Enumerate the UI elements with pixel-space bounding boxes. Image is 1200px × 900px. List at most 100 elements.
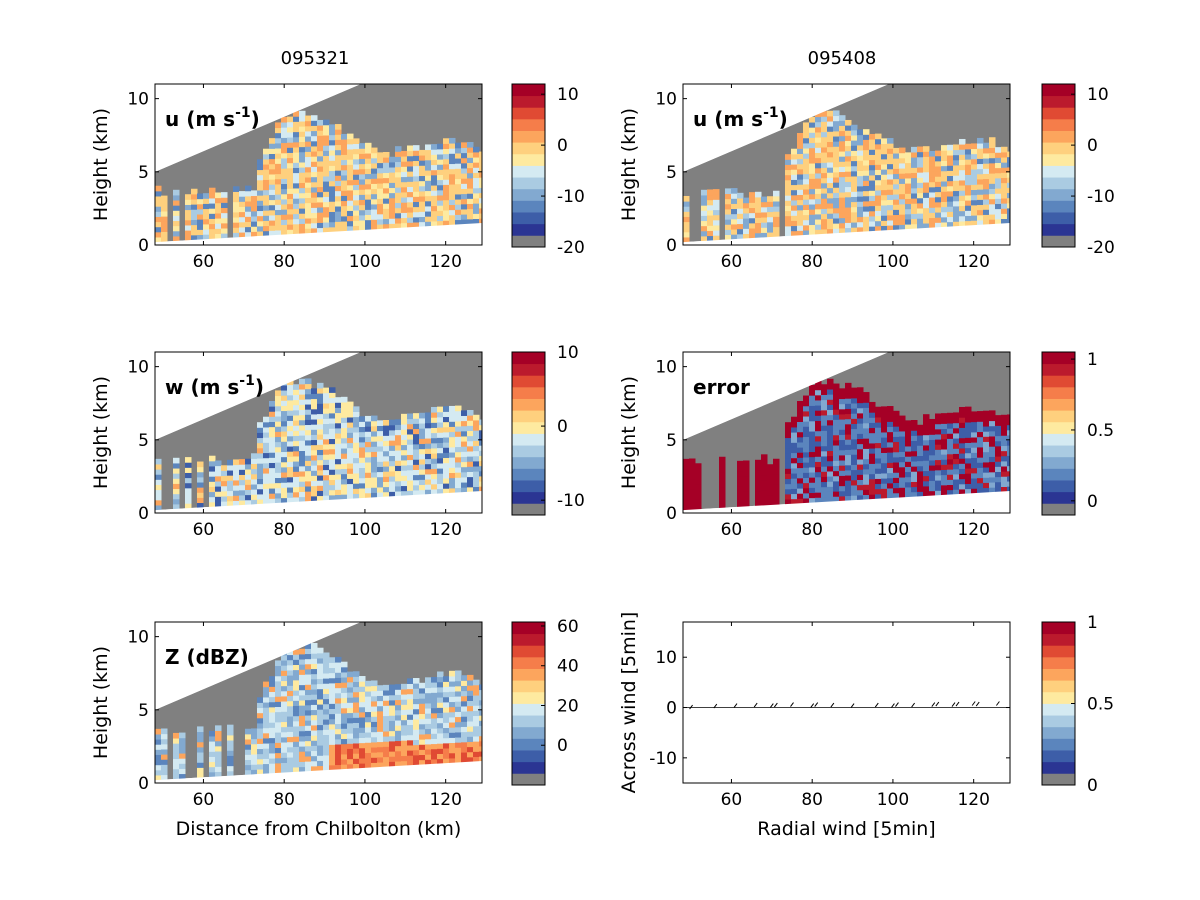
echo-cell	[821, 461, 828, 467]
echo-cell	[443, 199, 450, 206]
echo-cell	[305, 141, 312, 147]
echo-cell	[983, 477, 990, 483]
echo-cell	[197, 208, 204, 215]
echo-cell	[371, 762, 378, 769]
echo-cell	[785, 499, 792, 505]
echo-cell	[905, 471, 912, 478]
echo-cell	[359, 681, 366, 687]
echo-cell	[941, 464, 948, 470]
echo-cell	[311, 217, 318, 224]
echo-cell	[815, 430, 822, 437]
echo-cell	[455, 737, 462, 743]
echo-cell	[947, 423, 954, 429]
echo-cell	[227, 475, 234, 481]
echo-cell	[857, 206, 864, 212]
echo-cell	[287, 716, 294, 722]
echo-cell	[425, 708, 432, 714]
echo-cell	[857, 129, 864, 136]
echo-cell	[1007, 177, 1010, 183]
echo-cell	[971, 148, 978, 155]
echo-cell	[833, 455, 840, 461]
echo-cell	[365, 209, 372, 216]
echo-cell	[977, 411, 984, 417]
echo-cell	[419, 190, 426, 197]
echo-cell	[839, 403, 846, 410]
echo-cell	[299, 465, 306, 472]
echo-cell	[329, 165, 336, 172]
echo-cell	[281, 711, 288, 717]
echo-cell	[815, 152, 822, 159]
echo-cell	[317, 155, 324, 162]
echo-cell	[737, 491, 744, 498]
echo-cell	[365, 456, 372, 463]
echo-cell	[275, 421, 282, 427]
echo-cell	[467, 756, 474, 763]
echo-cell	[911, 208, 918, 214]
echo-cell	[281, 178, 288, 185]
echo-cell	[455, 431, 462, 437]
echo-cell	[917, 470, 924, 477]
echo-cell	[767, 474, 774, 481]
colorbar-tick-label: 0.5	[1087, 421, 1114, 441]
echo-cell	[269, 758, 276, 764]
echo-cell	[437, 691, 444, 698]
echo-cell	[767, 232, 774, 238]
echo-cell	[983, 426, 990, 432]
echo-cell	[479, 445, 482, 451]
echo-cell	[815, 111, 822, 118]
echo-cell	[989, 441, 996, 447]
echo-cell	[695, 463, 702, 469]
echo-cell	[377, 756, 384, 763]
echo-cell	[467, 481, 474, 488]
echo-cell	[257, 717, 264, 724]
echo-cell	[281, 701, 288, 707]
echo-cell	[383, 715, 390, 722]
echo-cell	[461, 147, 468, 154]
echo-cell	[155, 226, 162, 233]
echo-cell	[449, 214, 456, 221]
echo-cell	[857, 423, 864, 429]
echo-cell	[263, 467, 270, 474]
echo-cell	[347, 727, 354, 734]
echo-cell	[305, 207, 312, 214]
echo-cell	[233, 459, 240, 466]
echo-cell	[833, 409, 840, 415]
echo-cell	[305, 439, 312, 446]
echo-cell	[731, 234, 738, 240]
echo-cell	[263, 717, 270, 724]
echo-cell	[905, 167, 912, 174]
echo-cell	[869, 215, 876, 222]
echo-cell	[287, 213, 294, 220]
echo-cell	[311, 413, 318, 420]
echo-cell	[851, 397, 858, 404]
echo-cell	[395, 202, 402, 209]
echo-cell	[461, 193, 468, 200]
echo-cell	[755, 470, 762, 476]
echo-cell	[431, 483, 438, 490]
echo-cell	[161, 748, 168, 755]
echo-cell	[329, 211, 336, 218]
echo-cell	[407, 719, 414, 725]
echo-cell	[269, 686, 276, 692]
echo-cell	[293, 435, 300, 442]
echo-cell	[197, 767, 204, 774]
echo-cell	[299, 192, 306, 199]
echo-cell	[869, 422, 876, 429]
echo-cell	[953, 468, 960, 475]
echo-cell	[809, 209, 816, 215]
echo-cell	[911, 162, 918, 168]
echo-cell	[881, 194, 888, 201]
echo-cell	[881, 143, 888, 150]
echo-cell	[239, 221, 246, 228]
echo-cell	[965, 462, 972, 469]
echo-cell	[401, 161, 408, 167]
echo-cell	[173, 743, 180, 749]
echo-cell	[299, 430, 306, 436]
wind-vector	[689, 704, 693, 710]
echo-cell	[803, 204, 810, 210]
echo-cell	[383, 182, 390, 189]
echo-cell	[389, 730, 396, 737]
echo-cell	[773, 231, 780, 238]
echo-cell	[917, 156, 924, 163]
echo-cell	[353, 169, 360, 175]
